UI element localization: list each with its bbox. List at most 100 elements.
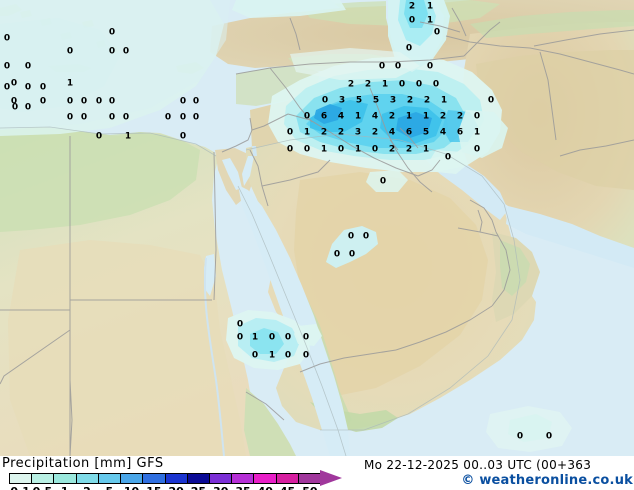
scale-swatch-5 — [121, 474, 144, 483]
precip-value: 0 — [302, 332, 310, 343]
precip-value: 0 — [426, 61, 434, 72]
precip-value: 0 — [24, 61, 32, 72]
precip-value: 0 — [268, 332, 276, 343]
precip-value: 0 — [122, 46, 130, 57]
precip-value: 4 — [388, 127, 396, 138]
precip-value: 0 — [236, 332, 244, 343]
precip-value: 1 — [320, 144, 328, 155]
iran-zagros — [476, 50, 634, 190]
scale-tick-20: 20 — [168, 485, 183, 490]
precip-value: 0 — [545, 431, 553, 442]
scale-tick-15: 15 — [146, 485, 161, 490]
precip-value: 0 — [433, 27, 441, 38]
precip-value: 0 — [179, 131, 187, 142]
precip-value: 0 — [473, 111, 481, 122]
lake-nasser — [204, 254, 216, 296]
nile-river — [203, 257, 225, 456]
precip-value: 0 — [286, 127, 294, 138]
precip-value: 0 — [398, 79, 406, 90]
legend-bar: Precipitation [mm] GFS 0.10.512510152025… — [0, 456, 634, 490]
scale-tick-25: 25 — [191, 485, 206, 490]
precip-value: 1 — [66, 78, 74, 89]
scale-tick-5: 5 — [105, 485, 113, 490]
country-borders — [0, 7, 634, 456]
precip-value: 0 — [284, 332, 292, 343]
precip-value: 0 — [337, 144, 345, 155]
precip-value: 1 — [473, 127, 481, 138]
scale-tick-30: 30 — [213, 485, 228, 490]
precip-value: 0 — [516, 431, 524, 442]
scale-swatch-1 — [32, 474, 55, 483]
caucasus-green — [470, 10, 634, 38]
scale-tick-50: 50 — [302, 485, 317, 490]
gulf-of-aqaba — [242, 156, 254, 186]
precip-value: 2 — [347, 79, 355, 90]
precip-value: 0 — [362, 231, 370, 242]
precip-field-caspian-3 — [404, 0, 428, 28]
precip-value: 0 — [347, 231, 355, 242]
precip-value: 2 — [371, 127, 379, 138]
precip-value: 1 — [426, 1, 434, 12]
copyright-notice[interactable]: © weatheronline.co.uk — [461, 473, 633, 488]
precip-value: 0 — [10, 96, 18, 107]
precip-value: 1 — [124, 131, 132, 142]
sahara-sand — [8, 240, 246, 456]
precip-value: 0 — [164, 112, 172, 123]
precip-value: 2 — [439, 111, 447, 122]
scale-swatch-4 — [98, 474, 122, 483]
precip-value: 0 — [302, 350, 310, 361]
oman-mountains — [500, 240, 530, 296]
scale-swatch-0 — [10, 474, 33, 483]
precip-value: 6 — [405, 127, 413, 138]
legend-title: Precipitation [mm] GFS — [2, 456, 164, 471]
precip-value: 2 — [388, 144, 396, 155]
precip-value: 0 — [10, 78, 18, 89]
scale-tick-40: 40 — [258, 485, 273, 490]
precip-value: 0 — [80, 96, 88, 107]
precip-value: 0 — [80, 112, 88, 123]
scale-swatch-10 — [232, 474, 255, 483]
precip-value: 1 — [405, 111, 413, 122]
precip-value: 5 — [422, 127, 430, 138]
scale-swatch-12 — [276, 474, 299, 483]
precip-value: 0 — [95, 131, 103, 142]
precip-value: 0 — [108, 112, 116, 123]
precip-value: 0 — [405, 43, 413, 54]
precip-value: 1 — [303, 127, 311, 138]
precip-value: 0 — [378, 61, 386, 72]
precip-value: 1 — [426, 15, 434, 26]
precip-value: 1 — [354, 111, 362, 122]
precip-value: 0 — [3, 33, 11, 44]
scale-swatch-8 — [187, 474, 210, 483]
arabia-interior-sand — [294, 172, 488, 396]
precip-value: 0 — [284, 350, 292, 361]
scale-overflow-arrow-icon — [320, 470, 342, 486]
precip-value: 0 — [379, 176, 387, 187]
precip-value: 2 — [423, 95, 431, 106]
precip-field-gulf-small — [430, 150, 468, 174]
scale-swatch-11 — [254, 474, 277, 483]
precip-field-central-arabia — [326, 226, 378, 268]
precip-value: 2 — [388, 111, 396, 122]
scale-swatch-3 — [76, 474, 99, 483]
precip-value: 0 — [371, 144, 379, 155]
vegetation-northafrica — [0, 127, 200, 232]
precip-value: 6 — [456, 127, 464, 138]
precip-field-iraq-tail — [458, 110, 508, 158]
color-scale-ticks: 0.10.5125101520253035404550 — [0, 485, 340, 490]
precip-field-blacksea — [232, 0, 346, 18]
precip-field-arabian-sea-2 — [508, 414, 552, 442]
precip-value: 0 — [108, 46, 116, 57]
gulf-of-suez — [222, 158, 242, 190]
coastlines — [0, 126, 521, 456]
precip-value: 0 — [303, 111, 311, 122]
precip-value: 2 — [408, 1, 416, 12]
precip-value: 3 — [389, 95, 397, 106]
precip-value: 0 — [394, 61, 402, 72]
precip-value: 2 — [337, 127, 345, 138]
precip-value: 0 — [95, 96, 103, 107]
precip-value: 0 — [122, 112, 130, 123]
precip-value: 0 — [236, 319, 244, 330]
precip-value: 0 — [24, 102, 32, 113]
